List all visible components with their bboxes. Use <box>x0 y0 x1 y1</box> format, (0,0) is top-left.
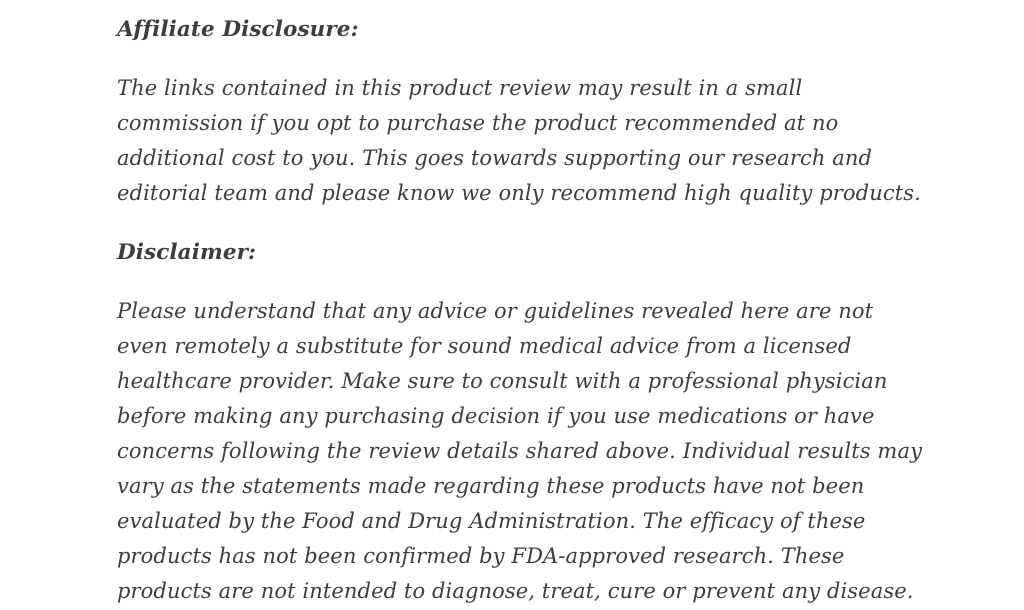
disclaimer-heading: Disclaimer: <box>117 240 257 265</box>
disclaimer-section: Disclaimer: Please understand that any a… <box>117 235 930 609</box>
affiliate-disclosure-section: Affiliate Disclosure: The links containe… <box>117 12 930 211</box>
disclaimer-paragraph: Please understand that any advice or gui… <box>117 299 923 603</box>
affiliate-disclosure-heading: Affiliate Disclosure: <box>117 17 359 42</box>
affiliate-disclosure-paragraph: The links contained in this product revi… <box>117 76 921 205</box>
